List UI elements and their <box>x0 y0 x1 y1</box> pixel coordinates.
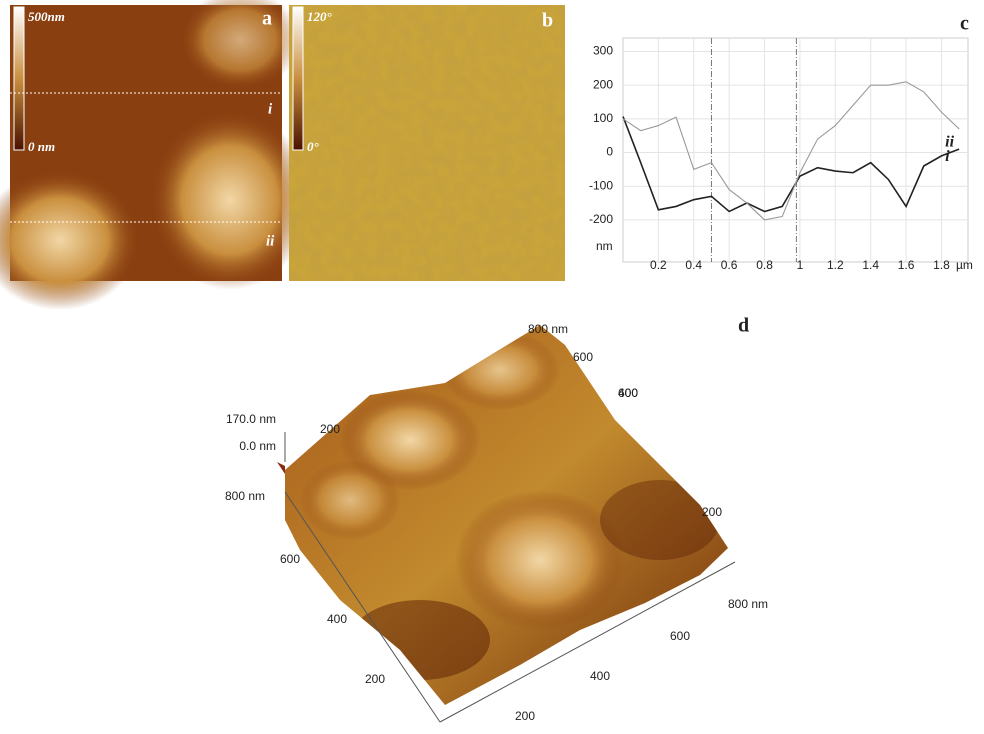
axis-label: 400 <box>590 669 610 683</box>
color-bar <box>14 7 24 150</box>
y-unit: nm <box>596 239 613 253</box>
series-label: ii <box>945 134 954 151</box>
axis-label: 800 nm <box>225 489 265 503</box>
grain <box>440 330 560 410</box>
y-tick-label: 0 <box>606 145 613 159</box>
z-label: 0.0 nm <box>239 439 276 453</box>
y-tick-label: 200 <box>593 77 613 91</box>
axis-label: 200 <box>702 505 722 519</box>
color-bar <box>293 7 303 150</box>
x-tick-label: 1.8 <box>933 258 950 272</box>
axis-label: 200 <box>320 422 340 436</box>
axis-label: 200 <box>365 672 385 686</box>
x-tick-label: 0.4 <box>685 258 702 272</box>
z-label: 170.0 nm <box>226 412 276 426</box>
grain <box>150 110 310 290</box>
panel-letter: b <box>542 10 553 32</box>
axis-label: 600 <box>618 386 638 400</box>
x-tick-label: 0.6 <box>721 258 738 272</box>
y-tick-label: -200 <box>589 212 613 226</box>
plot-area <box>623 38 968 262</box>
scale-max: 120° <box>307 9 333 24</box>
grain <box>455 490 625 630</box>
panel-b: 120° 0° b <box>289 5 565 281</box>
scale-min: 0 nm <box>28 139 55 154</box>
z-marker <box>277 462 285 474</box>
figure: 500nm 0 nm i ii a 120° 0° b c nm µm 3002… <box>0 0 984 734</box>
axis-label: 600 <box>670 629 690 643</box>
phase-texture <box>289 5 565 281</box>
shadow <box>350 600 490 680</box>
x-tick-label: 1.2 <box>827 258 844 272</box>
scale-min: 0° <box>307 139 320 154</box>
x-tick-label: 0.2 <box>650 258 667 272</box>
y-tick-label: 100 <box>593 111 613 125</box>
y-tick-label: 300 <box>593 44 613 58</box>
axis-label: 600 <box>573 350 593 364</box>
panel-d: d 170.0 nm 0.0 nm 800 nm 600 400 200 800 nm 6… <box>225 315 768 724</box>
panel-letter: a <box>262 8 272 30</box>
scale-max: 500nm <box>28 9 65 24</box>
shadow <box>600 480 720 560</box>
x-tick-label: 1.4 <box>862 258 879 272</box>
profile-label: ii <box>266 233 275 249</box>
axis-label: 800 nm <box>528 322 568 336</box>
y-tick-label: -100 <box>589 178 613 192</box>
panel-a: 500nm 0 nm i ii a <box>0 0 310 310</box>
x-tick-label: 1 <box>797 258 804 272</box>
panel-letter: d <box>738 315 749 337</box>
axis-label: 800 nm <box>728 597 768 611</box>
axis-label: 200 <box>515 709 535 723</box>
axis-label: 600 <box>280 552 300 566</box>
x-tick-label: 0.8 <box>756 258 773 272</box>
axis-label: 400 <box>327 612 347 626</box>
grain <box>300 460 400 540</box>
panel-letter: c <box>960 13 969 35</box>
x-tick-label: 1.6 <box>898 258 915 272</box>
